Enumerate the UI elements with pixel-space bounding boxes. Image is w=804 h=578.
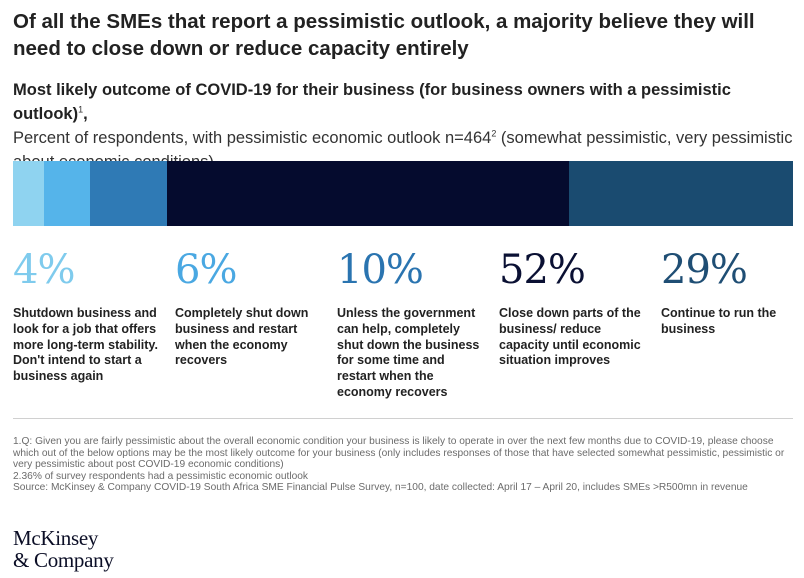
subtitle-comma: , xyxy=(83,105,88,123)
footnote-2: 2.36% of survey respondents had a pessim… xyxy=(13,470,309,482)
divider xyxy=(13,418,793,419)
logo-line-1: McKinsey xyxy=(13,526,99,550)
stat-value-4: 52% xyxy=(499,247,586,293)
stat-column-4: 52% Close down parts of the business/ red… xyxy=(499,246,649,369)
stat-label-1: Shutdown business and look for a job tha… xyxy=(13,306,158,384)
stat-columns: 4% Shutdown business and look for a job t… xyxy=(13,246,793,406)
footnotes: 1.Q: Given you are fairly pessimistic ab… xyxy=(13,436,793,494)
stat-value-3: 10% xyxy=(337,247,424,293)
stat-value-5: 29% xyxy=(661,247,748,293)
bar-segment-1 xyxy=(13,161,44,226)
subtitle-footnote-ref-2: 2 xyxy=(491,128,497,139)
stat-value-1: 4% xyxy=(13,247,75,293)
stat-value-2: 6% xyxy=(175,247,237,293)
mckinsey-logo: McKinsey & Company xyxy=(13,527,114,571)
headline: Of all the SMEs that report a pessimisti… xyxy=(13,10,755,60)
bar-segment-2 xyxy=(43,161,91,226)
stacked-bar xyxy=(13,161,793,226)
footnote-source: Source: McKinsey & Company COVID-19 Sout… xyxy=(13,482,748,494)
stat-label-2: Completely shut down business and restar… xyxy=(175,306,309,368)
subtitle-bold: Most likely outcome of COVID-19 for thei… xyxy=(13,81,731,123)
subtitle-regular: Percent of respondents, with pessimistic… xyxy=(13,129,492,147)
stat-label-5: Continue to run the business xyxy=(661,306,777,336)
logo-line-2: & Company xyxy=(13,548,114,572)
stat-label-4: Close down parts of the business/ reduce… xyxy=(499,306,641,368)
chart-subtitle: Most likely outcome of COVID-19 for thei… xyxy=(13,78,793,174)
stat-column-3: 10% Unless the government can help, compl… xyxy=(337,246,487,401)
bar-segment-4 xyxy=(167,161,570,226)
bar-segment-5 xyxy=(569,161,793,226)
stat-column-1: 4% Shutdown business and look for a job t… xyxy=(13,246,163,385)
bar-segment-3 xyxy=(90,161,168,226)
subtitle-footnote-ref-1: 1 xyxy=(78,104,84,115)
stat-label-3: Unless the government can help, complete… xyxy=(337,306,480,399)
stat-column-5: 29% Continue to run the business xyxy=(661,246,804,338)
footnote-1: 1.Q: Given you are fairly pessimistic ab… xyxy=(13,436,785,471)
stat-column-2: 6% Completely shut down business and rest… xyxy=(175,246,325,369)
